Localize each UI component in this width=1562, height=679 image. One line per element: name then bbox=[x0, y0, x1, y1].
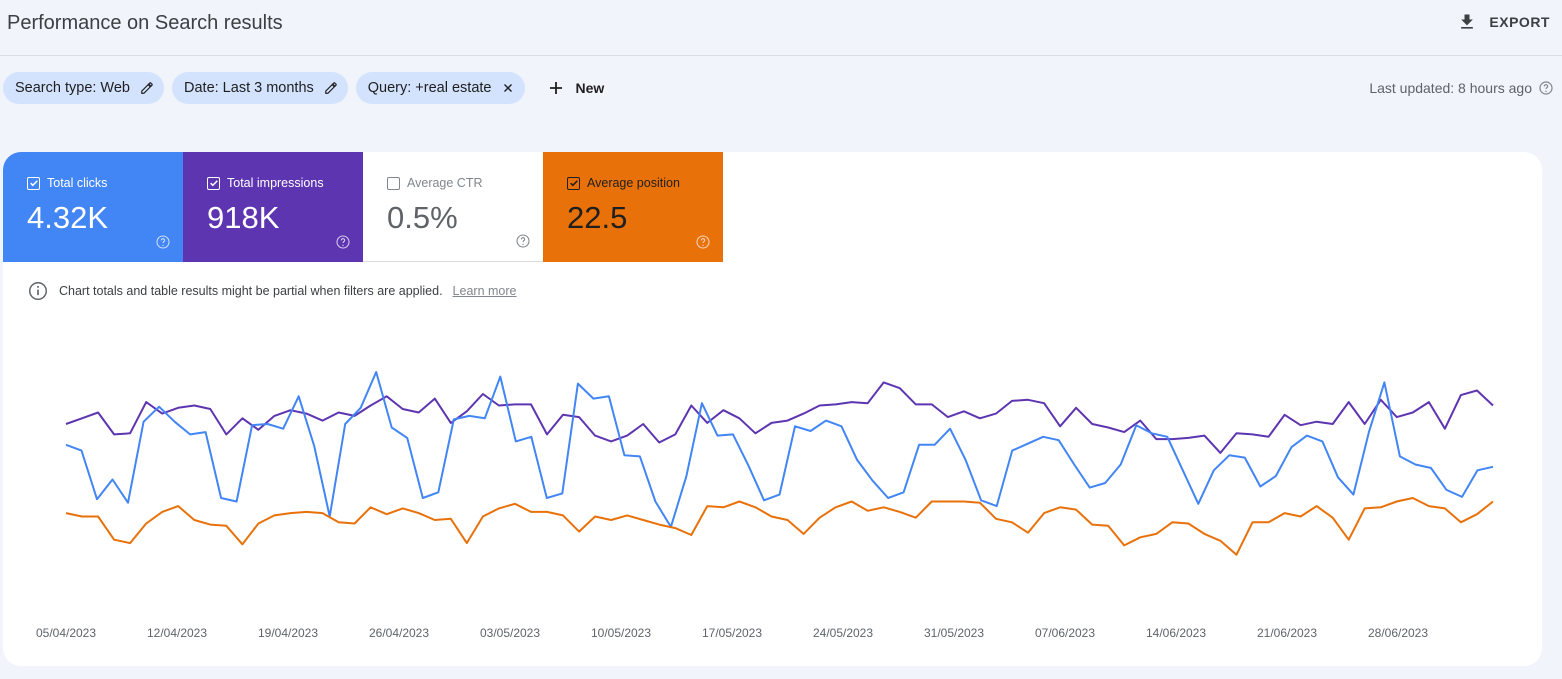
last-updated-text: Last updated: 8 hours ago bbox=[1369, 80, 1532, 96]
x-tick-label: 21/06/2023 bbox=[1257, 626, 1317, 640]
metric-label-row: Average position bbox=[567, 176, 680, 190]
export-label: EXPORT bbox=[1489, 14, 1550, 30]
x-tick-label: 03/05/2023 bbox=[480, 626, 540, 640]
metric-average-ctr[interactable]: Average CTR 0.5% bbox=[363, 152, 543, 262]
x-tick-label: 07/06/2023 bbox=[1035, 626, 1095, 640]
plus-icon bbox=[550, 82, 563, 94]
page-title: Performance on Search results bbox=[7, 12, 283, 34]
last-updated: Last updated: 8 hours ago bbox=[1369, 80, 1554, 96]
metric-label: Total impressions bbox=[227, 176, 324, 190]
x-tick-label: 28/06/2023 bbox=[1368, 626, 1428, 640]
metric-label: Average position bbox=[587, 176, 680, 190]
checkbox-unchecked-icon[interactable] bbox=[387, 176, 400, 190]
partial-data-notice: Chart totals and table results might be … bbox=[27, 280, 516, 302]
close-icon[interactable] bbox=[501, 81, 515, 95]
x-tick-label: 05/04/2023 bbox=[36, 626, 96, 640]
export-button[interactable]: EXPORT bbox=[1457, 12, 1550, 32]
download-icon bbox=[1461, 14, 1474, 29]
x-tick-label: 31/05/2023 bbox=[924, 626, 984, 640]
filter-chip-query[interactable]: Query: +real estate bbox=[355, 72, 526, 104]
performance-card: Total clicks 4.32K Total impressions 918… bbox=[3, 152, 1542, 666]
help-icon[interactable] bbox=[155, 234, 171, 250]
chip-label: Query: +real estate bbox=[367, 80, 492, 96]
metric-total-clicks[interactable]: Total clicks 4.32K bbox=[3, 152, 183, 262]
metric-label: Average CTR bbox=[407, 176, 483, 190]
series-line-average-position bbox=[65, 497, 1494, 556]
performance-line-chart: 05/04/2023 12/04/2023 19/04/2023 26/04/2023… bbox=[36, 371, 1494, 640]
metric-label-row: Total impressions bbox=[207, 176, 324, 190]
filter-chip-search-type[interactable]: Search type: Web bbox=[3, 72, 164, 104]
metric-value: 22.5 bbox=[567, 200, 628, 235]
new-filter-label: New bbox=[575, 80, 605, 96]
help-icon[interactable] bbox=[335, 234, 351, 250]
series-line-total-impressions bbox=[65, 381, 1494, 454]
x-tick-label: 24/05/2023 bbox=[813, 626, 873, 640]
help-icon[interactable] bbox=[515, 233, 531, 249]
chip-label: Date: Last 3 months bbox=[184, 80, 314, 96]
x-tick-label: 10/05/2023 bbox=[591, 626, 651, 640]
help-icon[interactable] bbox=[695, 234, 711, 250]
metric-total-impressions[interactable]: Total impressions 918K bbox=[183, 152, 363, 262]
notice-text: Chart totals and table results might be … bbox=[59, 284, 443, 298]
new-filter-button[interactable]: New bbox=[547, 79, 604, 97]
x-tick-label: 17/05/2023 bbox=[702, 626, 762, 640]
x-tick-label: 14/06/2023 bbox=[1146, 626, 1206, 640]
filter-bar: Search type: Web Date: Last 3 months Que… bbox=[3, 72, 604, 104]
metric-average-position[interactable]: Average position 22.5 bbox=[543, 152, 723, 262]
checkbox-checked-icon[interactable] bbox=[27, 176, 40, 190]
learn-more-link[interactable]: Learn more bbox=[452, 284, 517, 298]
chip-label: Search type: Web bbox=[15, 80, 130, 96]
metric-label: Total clicks bbox=[47, 176, 108, 190]
metric-value: 918K bbox=[207, 200, 280, 235]
pencil-icon[interactable] bbox=[140, 81, 154, 95]
x-tick-label: 19/04/2023 bbox=[258, 626, 318, 640]
metric-label-row: Average CTR bbox=[387, 176, 483, 190]
metric-label-row: Total clicks bbox=[27, 176, 107, 190]
checkbox-checked-icon[interactable] bbox=[207, 176, 220, 190]
x-tick-label: 26/04/2023 bbox=[369, 626, 429, 640]
info-icon bbox=[29, 282, 47, 300]
filter-chip-date[interactable]: Date: Last 3 months bbox=[172, 72, 348, 104]
pencil-icon[interactable] bbox=[324, 81, 338, 95]
metric-tiles: Total clicks 4.32K Total impressions 918… bbox=[3, 152, 723, 262]
page-header: Performance on Search results EXPORT bbox=[0, 0, 1562, 56]
metric-value: 4.32K bbox=[27, 200, 109, 235]
x-tick-label: 12/04/2023 bbox=[147, 626, 207, 640]
series-line-total-clicks bbox=[65, 371, 1494, 528]
metric-value: 0.5% bbox=[387, 200, 458, 235]
checkbox-checked-icon[interactable] bbox=[567, 176, 580, 190]
help-icon[interactable] bbox=[1538, 80, 1554, 96]
